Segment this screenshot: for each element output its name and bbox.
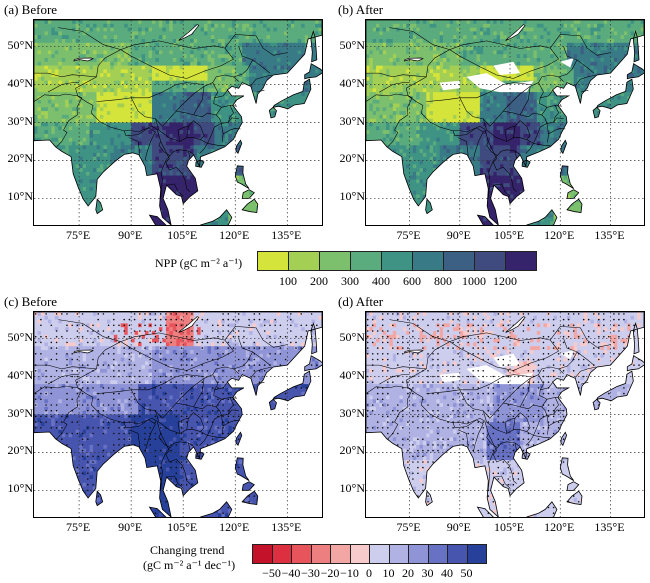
map-panel-b xyxy=(365,19,645,226)
panel-title-d: (d) After xyxy=(338,294,383,310)
lat-tick-label: 10°N xyxy=(331,189,365,204)
panel-title-c: (c) Before xyxy=(4,294,57,310)
panel-title-b: (b) After xyxy=(338,2,383,18)
lat-tick-label: 50°N xyxy=(331,330,365,345)
lat-tick-label: 50°N xyxy=(0,330,33,345)
trend-legend-swatch xyxy=(408,544,429,564)
lon-tick-label: 120°E xyxy=(534,228,584,243)
trend-legend-swatch xyxy=(291,544,312,564)
npp-legend-swatch xyxy=(474,251,506,271)
npp-legend-tick: 1000 xyxy=(454,274,494,289)
trend-legend-tick: 0 xyxy=(349,566,389,581)
lon-tick-label: 135°E xyxy=(261,520,311,535)
lon-tick-label: 75°E xyxy=(384,520,434,535)
lat-tick-label: 20°N xyxy=(0,443,33,458)
trend-legend-swatch xyxy=(447,544,468,564)
npp-legend-swatch xyxy=(443,251,475,271)
npp-legend-tick: 200 xyxy=(299,274,339,289)
lat-tick-label: 20°N xyxy=(331,151,365,166)
lat-tick-label: 30°N xyxy=(331,114,365,129)
lat-tick-label: 10°N xyxy=(0,189,33,204)
lon-tick-label: 75°E xyxy=(53,228,103,243)
npp-legend-swatch xyxy=(381,251,413,271)
npp-legend-swatch xyxy=(288,251,320,271)
npp-legend-swatch xyxy=(505,251,537,271)
npp-legend-tick: 600 xyxy=(392,274,432,289)
npp-legend-tick: 300 xyxy=(330,274,370,289)
npp-legend-swatch xyxy=(412,251,444,271)
trend-legend-swatch xyxy=(388,544,409,564)
map-panel-a xyxy=(33,19,323,226)
trend-legend-tick: −30 xyxy=(291,566,331,581)
lat-tick-label: 40°N xyxy=(0,368,33,383)
npp-legend-tick: 400 xyxy=(361,274,401,289)
lon-tick-label: 120°E xyxy=(209,228,259,243)
lon-tick-label: 90°E xyxy=(434,228,484,243)
trend-legend-swatch xyxy=(466,544,487,564)
npp-legend-swatch xyxy=(319,251,351,271)
map-panel-c xyxy=(33,311,323,518)
map-panel-d xyxy=(365,311,645,518)
lat-tick-label: 50°N xyxy=(331,38,365,53)
trend-legend-swatch xyxy=(252,544,273,564)
panel-title-a: (a) Before xyxy=(4,2,57,18)
lat-tick-label: 40°N xyxy=(331,368,365,383)
lat-tick-label: 40°N xyxy=(331,76,365,91)
map-svg-c xyxy=(34,312,322,517)
lon-tick-label: 90°E xyxy=(434,520,484,535)
npp-legend-label: NPP (gC m⁻² a⁻¹) xyxy=(155,256,242,271)
npp-legend-swatch xyxy=(257,251,289,271)
trend-legend-label-line1: Changing trend xyxy=(150,543,224,558)
lat-tick-label: 10°N xyxy=(331,481,365,496)
map-svg-d xyxy=(366,312,644,517)
lon-tick-label: 90°E xyxy=(105,520,155,535)
trend-legend-tick: −50 xyxy=(252,566,292,581)
trend-legend-tick: −20 xyxy=(310,566,350,581)
npp-legend-tick: 800 xyxy=(423,274,463,289)
npp-legend-swatch xyxy=(350,251,382,271)
lat-tick-label: 20°N xyxy=(0,151,33,166)
trend-legend-tick: 20 xyxy=(388,566,428,581)
trend-legend-swatch xyxy=(330,544,351,564)
trend-legend-swatch xyxy=(427,544,448,564)
lat-tick-label: 10°N xyxy=(0,481,33,496)
lon-tick-label: 105°E xyxy=(157,228,207,243)
npp-legend-tick: 1200 xyxy=(485,274,525,289)
lat-tick-label: 40°N xyxy=(0,76,33,91)
trend-legend-swatch xyxy=(310,544,331,564)
map-svg-b xyxy=(366,20,644,225)
trend-legend-label-line2: (gC m⁻² a⁻¹ dec⁻¹) xyxy=(143,558,235,573)
lon-tick-label: 135°E xyxy=(585,520,635,535)
lat-tick-label: 50°N xyxy=(0,38,33,53)
trend-legend-swatch xyxy=(369,544,390,564)
lon-tick-label: 105°E xyxy=(484,228,534,243)
lon-tick-label: 75°E xyxy=(53,520,103,535)
trend-legend-swatch xyxy=(349,544,370,564)
lon-tick-label: 120°E xyxy=(534,520,584,535)
trend-legend-swatch xyxy=(271,544,292,564)
lat-tick-label: 30°N xyxy=(0,406,33,421)
trend-legend-tick: 50 xyxy=(447,566,487,581)
lon-tick-label: 135°E xyxy=(261,228,311,243)
lon-tick-label: 120°E xyxy=(209,520,259,535)
lon-tick-label: 105°E xyxy=(157,520,207,535)
trend-legend-tick: 30 xyxy=(408,566,448,581)
npp-legend-tick: 100 xyxy=(268,274,308,289)
trend-legend-tick: 10 xyxy=(369,566,409,581)
lon-tick-label: 105°E xyxy=(484,520,534,535)
map-svg-a xyxy=(34,20,322,225)
lat-tick-label: 20°N xyxy=(331,443,365,458)
lon-tick-label: 75°E xyxy=(384,228,434,243)
lon-tick-label: 90°E xyxy=(105,228,155,243)
trend-legend-tick: −10 xyxy=(330,566,370,581)
lat-tick-label: 30°N xyxy=(331,406,365,421)
trend-legend-tick: −40 xyxy=(271,566,311,581)
trend-legend-tick: 40 xyxy=(427,566,467,581)
lon-tick-label: 135°E xyxy=(585,228,635,243)
lat-tick-label: 30°N xyxy=(0,114,33,129)
